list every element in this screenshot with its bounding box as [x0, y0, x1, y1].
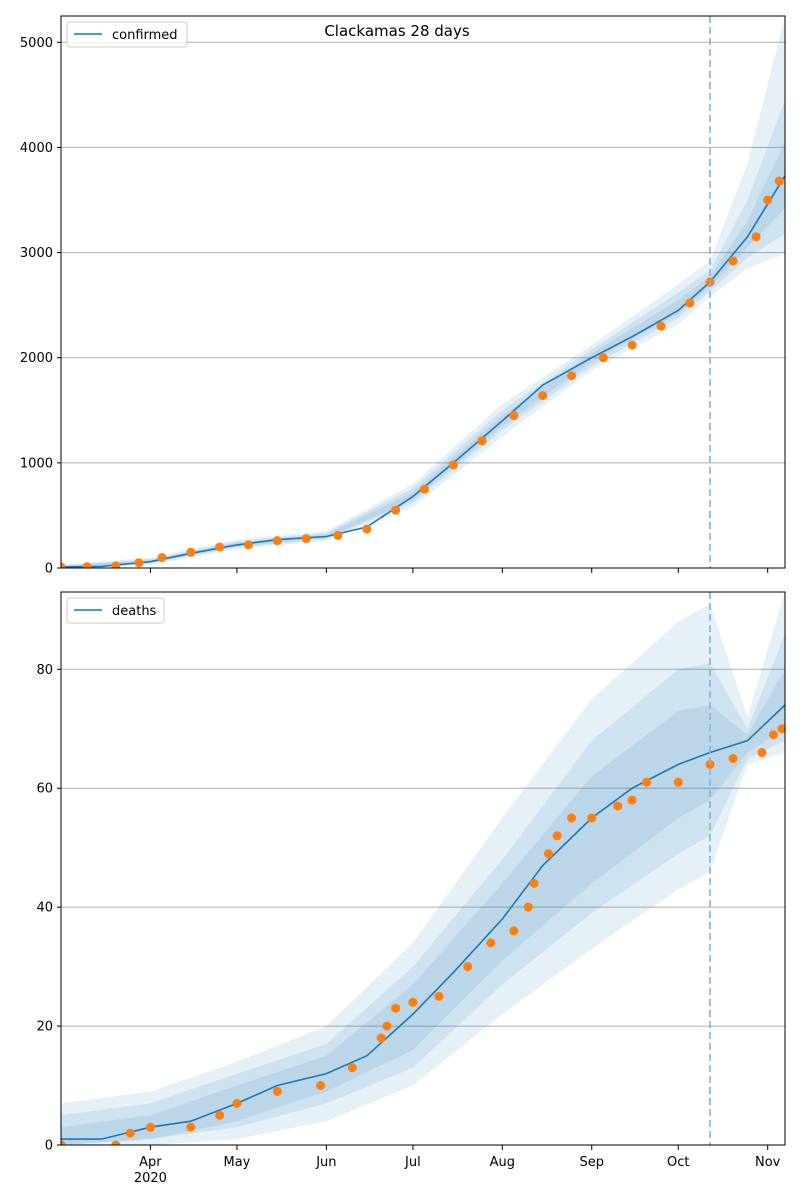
x-tick-label: Sep — [579, 1155, 604, 1170]
observed-point — [61, 1140, 66, 1145]
y-tick-label: 4000 — [20, 141, 53, 156]
observed-point — [627, 340, 637, 350]
deaths-panel: 0 20 40 60 80 Apr May Jun Jul Aug Sep Oct Nov 2020 dea… — [36, 591, 786, 1186]
y-tick-label: 0 — [45, 1139, 53, 1154]
observed-point — [215, 542, 225, 552]
observed-point — [673, 777, 683, 787]
y-tick-label: 1000 — [20, 456, 53, 471]
observed-point — [728, 753, 738, 763]
observed-point — [543, 849, 553, 859]
chart-title: Clackamas 28 days — [324, 22, 470, 40]
observed-point — [347, 1063, 357, 1073]
legend-box — [66, 21, 188, 48]
uncertainty-band-3 — [61, 142, 785, 568]
x-tick-label: Jun — [315, 1155, 336, 1170]
observed-point — [613, 801, 623, 811]
observed-point — [757, 748, 767, 758]
observed-point — [333, 530, 343, 540]
observed-point — [523, 902, 533, 912]
observed-point — [61, 562, 66, 568]
observed-point — [463, 962, 473, 972]
legend-box — [66, 597, 165, 624]
observed-point — [728, 256, 738, 266]
observed-point — [382, 1021, 392, 1031]
y-tick-label: 3000 — [20, 246, 53, 261]
observed-point — [301, 534, 311, 544]
observed-point — [538, 391, 548, 401]
observed-point — [391, 1003, 401, 1013]
observed-point — [419, 484, 429, 494]
plot-area — [61, 592, 785, 1145]
x-tick-label: Aug — [490, 1155, 515, 1170]
y-tick-label: 5000 — [20, 36, 53, 51]
observed-point — [134, 558, 144, 568]
observed-point — [763, 195, 773, 205]
x-tick-label: May — [224, 1155, 251, 1170]
uncertainty-band-3 — [61, 669, 785, 1145]
observed-point — [567, 371, 577, 381]
observed-point — [111, 561, 121, 568]
observed-point — [777, 724, 785, 734]
legend-label: deaths — [112, 604, 157, 619]
observed-point — [552, 831, 562, 841]
plot-area — [61, 16, 785, 568]
x-tick-label: Jul — [404, 1155, 421, 1170]
observed-point — [391, 505, 401, 515]
y-tick-label: 0 — [45, 562, 53, 577]
axes-frame — [60, 591, 786, 1146]
model-line — [61, 175, 785, 568]
observed-point — [751, 232, 761, 242]
observed-point — [768, 730, 778, 740]
observed-point — [627, 795, 637, 805]
observed-point — [272, 1086, 282, 1096]
observed-point — [215, 1110, 225, 1120]
y-tick-label: 60 — [36, 782, 53, 797]
observed-point — [529, 878, 539, 888]
observed-point — [509, 411, 519, 421]
x-tick-label: Oct — [667, 1155, 689, 1170]
observed-point — [316, 1081, 326, 1091]
confirmed-panel: 0 1000 2000 3000 4000 5000 Clackamas 28 days co… — [20, 15, 786, 577]
observed-point — [486, 938, 496, 948]
observed-point — [774, 176, 784, 186]
observed-point — [232, 1098, 242, 1108]
legend-label: confirmed — [112, 28, 178, 43]
observed-point — [376, 1033, 386, 1043]
x-year-label: 2020 — [134, 1171, 167, 1186]
observed-point — [509, 926, 519, 936]
observed-point — [186, 547, 196, 557]
observed-point — [82, 562, 92, 568]
observed-point — [186, 1122, 196, 1132]
uncertainty-band-2 — [61, 100, 785, 568]
observed-point — [477, 436, 487, 446]
observed-point — [567, 813, 577, 823]
observed-point — [111, 1140, 121, 1145]
axes-frame — [60, 15, 786, 569]
y-tick-label: 40 — [36, 901, 53, 916]
observed-point — [685, 298, 695, 308]
observed-point — [656, 321, 666, 331]
y-tick-label: 80 — [36, 663, 53, 678]
observed-point — [587, 813, 597, 823]
uncertainty-band-2 — [61, 633, 785, 1145]
observed-point — [157, 552, 167, 562]
observed-point — [448, 460, 458, 470]
uncertainty-band-1 — [61, 592, 785, 1145]
observed-point — [598, 353, 608, 363]
y-tick-label: 20 — [36, 1020, 53, 1035]
model-line — [61, 704, 785, 1140]
y-tick-label: 2000 — [20, 351, 53, 366]
x-tick-label: Apr — [139, 1155, 162, 1170]
observed-point — [272, 536, 282, 546]
observed-point — [434, 991, 444, 1001]
observed-point — [642, 777, 652, 787]
observed-point — [145, 1122, 155, 1132]
observed-point — [243, 540, 253, 550]
observed-point — [125, 1128, 135, 1138]
observed-point — [362, 524, 372, 534]
observed-point — [408, 997, 418, 1007]
x-tick-label: Nov — [755, 1155, 781, 1170]
observed-point — [705, 759, 715, 769]
